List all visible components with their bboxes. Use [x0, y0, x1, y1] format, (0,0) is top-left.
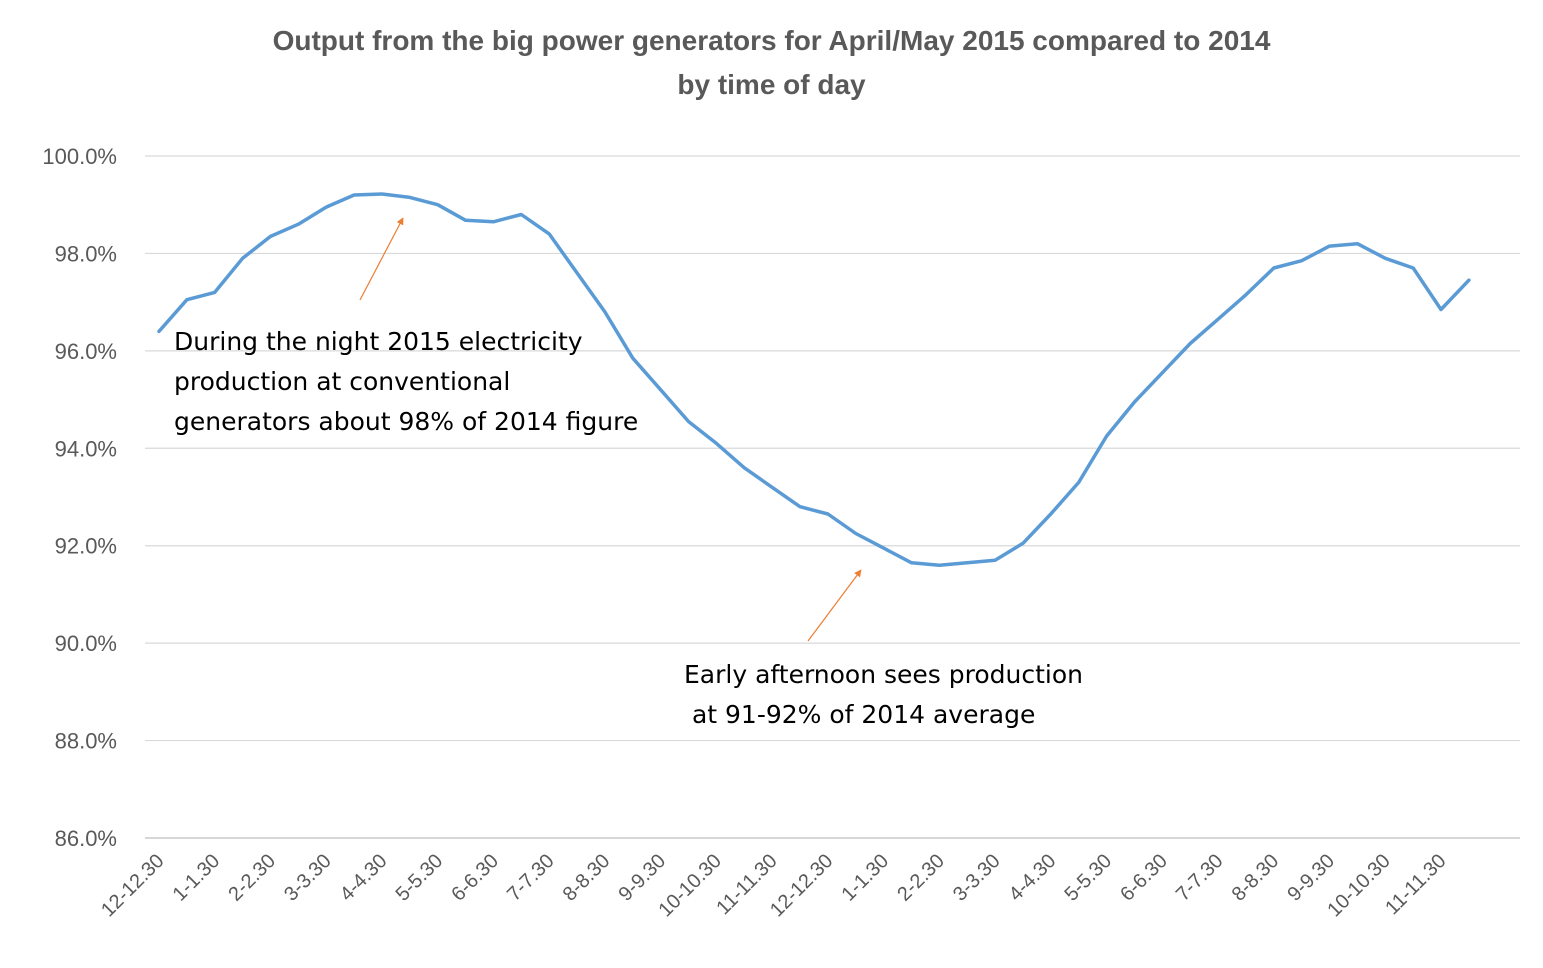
annotation-line: During the night 2015 electricity	[174, 327, 583, 356]
x-tick-label: 1-1.30	[169, 850, 225, 906]
x-tick-label: 11-11.30	[1381, 850, 1450, 919]
x-tick-label: 3-3.30	[949, 850, 1005, 906]
annotation-arrow	[359, 217, 404, 301]
x-tick-label: 4-4.30	[336, 850, 392, 906]
annotation-line: Early afternoon sees production	[684, 660, 1084, 689]
y-tick-label: 96.0%	[55, 339, 117, 364]
annotation-arrow	[807, 569, 862, 642]
y-tick-label: 98.0%	[55, 241, 117, 266]
night-annotation: During the night 2015 electricity produc…	[174, 322, 638, 442]
chart-title: Output from the big power generators for…	[272, 25, 1271, 56]
y-tick-label: 90.0%	[55, 631, 117, 656]
x-tick-label: 7-7.30	[1172, 850, 1228, 906]
y-tick-label: 92.0%	[55, 534, 117, 559]
x-tick-label: 12-12.30	[97, 850, 168, 921]
annotation-line: generators about 98% of 2014 figure	[174, 407, 639, 436]
y-tick-label: 88.0%	[55, 729, 117, 754]
x-tick-label: 6-6.30	[1116, 850, 1172, 906]
afternoon-annotation: Early afternoon sees production at 91-92…	[684, 655, 1083, 735]
annotation-line: production at conventional	[174, 367, 511, 396]
x-tick-label: 5-5.30	[392, 850, 448, 906]
annotation-line: at 91-92% of 2014 average	[684, 700, 1036, 729]
x-tick-label: 3-3.30	[280, 850, 336, 906]
series-line	[157, 192, 1471, 567]
chart-subtitle: by time of day	[677, 69, 866, 100]
x-tick-label: 5-5.30	[1060, 850, 1116, 906]
y-tick-label: 86.0%	[55, 826, 117, 851]
x-tick-label: 2-2.30	[893, 850, 949, 906]
x-tick-label: 8-8.30	[559, 850, 615, 906]
x-tick-label: 8-8.30	[1228, 850, 1284, 906]
x-tick-label: 2-2.30	[224, 850, 280, 906]
y-tick-label: 94.0%	[55, 436, 117, 461]
x-tick-label: 7-7.30	[503, 850, 559, 906]
x-tick-label: 1-1.30	[837, 850, 893, 906]
x-tick-label: 4-4.30	[1005, 850, 1061, 906]
y-tick-label: 100.0%	[42, 144, 117, 169]
x-tick-label: 6-6.30	[447, 850, 503, 906]
